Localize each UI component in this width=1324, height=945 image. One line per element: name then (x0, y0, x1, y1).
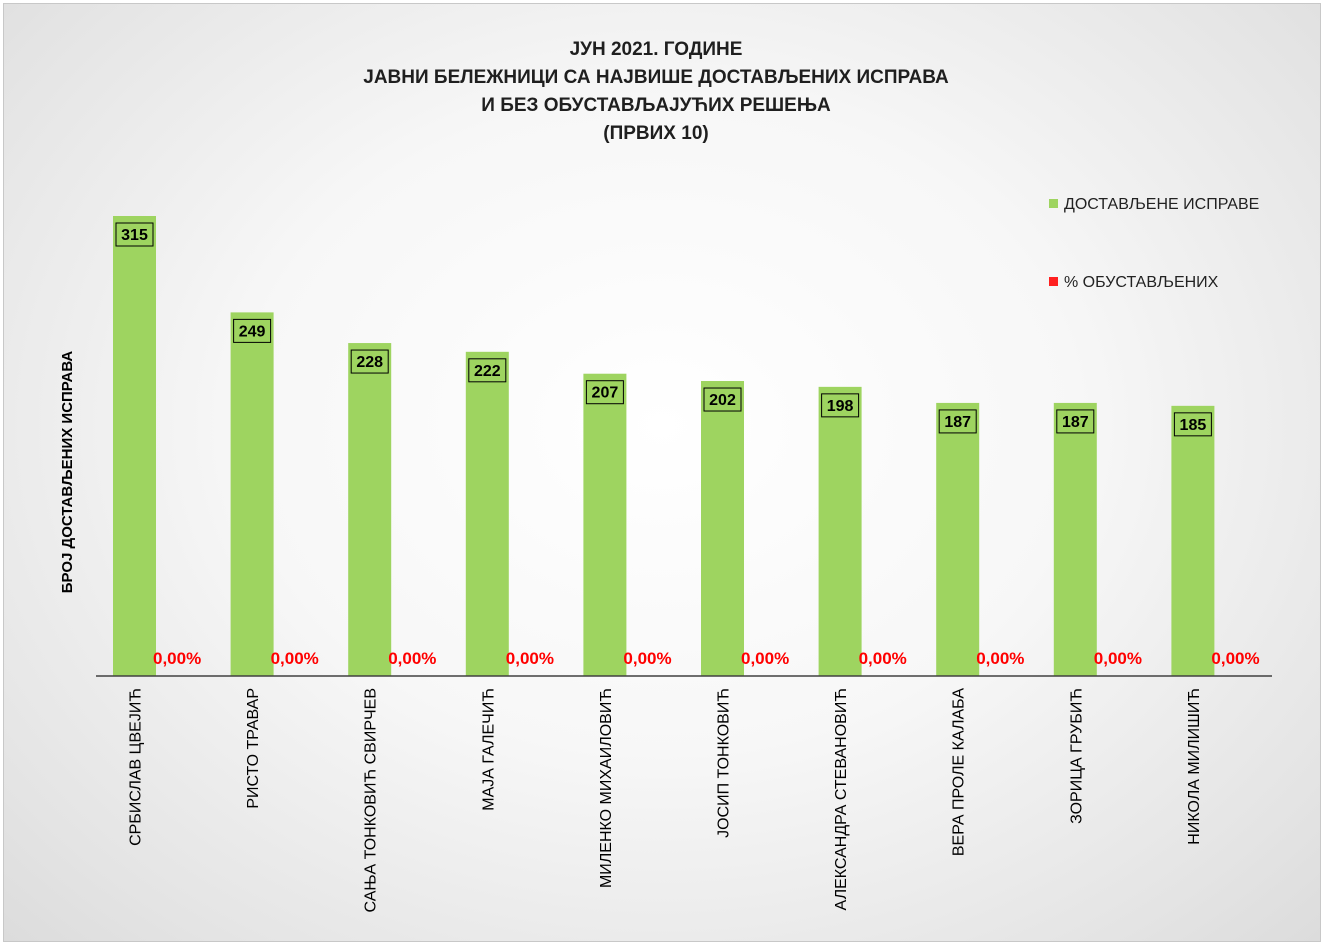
bars-group (113, 216, 1215, 676)
value-label-box (350, 349, 389, 374)
bar-documents (701, 381, 744, 676)
value-label-box (468, 358, 507, 383)
category-label: ВЕРА ПРОЛЕ КАЛАБА (951, 688, 968, 856)
percent-label: 0,00% (388, 649, 436, 668)
value-label-box (703, 387, 742, 412)
value-label: 187 (944, 414, 971, 431)
percent-label: 0,00% (741, 649, 789, 668)
value-label: 202 (709, 392, 736, 409)
percent-label: 0,00% (623, 649, 671, 668)
percent-label: 0,00% (271, 649, 319, 668)
value-label-box (585, 380, 624, 405)
value-label-box (938, 409, 977, 434)
chart-title-line-3: И БЕЗ ОБУСТАВЉАЈУЋИХ РЕШЕЊА (481, 95, 831, 116)
bar-documents (113, 216, 156, 676)
value-labels-group: 315 249 228 222 207 202 198 187 187 185 (115, 222, 1212, 437)
category-label: ЗОРИЦА ГРУБИЋ (1068, 688, 1085, 824)
bar-documents (1171, 405, 1215, 676)
category-label: РИСТО ТРАВАР (245, 688, 262, 809)
value-label: 187 (1062, 414, 1089, 431)
bar-documents (465, 351, 509, 676)
percent-labels-group: 0,00% 0,00% 0,00% 0,00% 0,00% 0,00% 0,00% 0,00%… (153, 649, 1260, 668)
value-label-box (233, 318, 272, 343)
percent-label: 0,00% (976, 649, 1024, 668)
legend-swatch-suspended (1049, 277, 1058, 286)
value-label: 222 (474, 363, 501, 380)
percent-label: 0,00% (1211, 649, 1259, 668)
value-label: 315 (121, 227, 148, 244)
legend-label-suspended: % ОБУСТАВЉЕНИХ (1064, 274, 1219, 291)
bar-documents (818, 386, 862, 676)
category-label: СРБИСЛАВ ЦВЕЈИЋ (128, 688, 145, 846)
category-label: АЛЕКСАНДРА СТЕВАНОВИЋ (833, 688, 850, 910)
bar-documents (230, 312, 274, 676)
percent-label: 0,00% (859, 649, 907, 668)
bar-documents (348, 343, 392, 676)
chart-title-line-2: ЈАВНИ БЕЛЕЖНИЦИ СА НАЈВИШЕ ДОСТАВЉЕНИХ И… (363, 67, 949, 88)
percent-label: 0,00% (153, 649, 201, 668)
category-label: МАЈА ГАЛЕЧИЋ (480, 688, 497, 811)
category-labels-group: СРБИСЛАВ ЦВЕЈИЋ РИСТО ТРАВАР САЊА ТОНКОВИЋ… (128, 688, 1203, 913)
category-label: ЈОСИП ТОНКОВИЋ (716, 688, 733, 838)
category-label: МИЛЕНКО МИХАИЛОВИЋ (598, 688, 615, 888)
value-label-box (1056, 409, 1095, 434)
value-label-box (821, 393, 860, 418)
legend-swatch-documents (1049, 199, 1058, 208)
bar-documents (1053, 402, 1097, 676)
chart-title: ЈУН 2021. ГОДИНЕ ЈАВНИ БЕЛЕЖНИЦИ СА НАЈВ… (363, 39, 949, 144)
legend: ДОСТАВЉЕНЕ ИСПРАВЕ % ОБУСТАВЉЕНИХ (1049, 196, 1259, 291)
chart-title-line-4: (ПРВИХ 10) (603, 123, 708, 144)
value-label: 198 (827, 398, 854, 415)
bar-documents (936, 402, 980, 676)
category-label: НИКОЛА МИЛИШИЋ (1186, 688, 1203, 845)
chart-title-line-1: ЈУН 2021. ГОДИНЕ (570, 39, 743, 60)
value-label: 207 (592, 385, 619, 402)
category-label: САЊА ТОНКОВИЋ СВИРЧЕВ (363, 688, 380, 912)
value-label: 228 (356, 354, 383, 371)
percent-label: 0,00% (1094, 649, 1142, 668)
chart-area (3, 3, 1321, 942)
value-label-box (1173, 412, 1212, 437)
value-label: 185 (1180, 417, 1207, 434)
legend-label-documents: ДОСТАВЉЕНЕ ИСПРАВЕ (1064, 196, 1259, 213)
value-label: 249 (239, 323, 266, 340)
percent-label: 0,00% (506, 649, 554, 668)
y-axis-title: БРОЈ ДОСТАВЉЕНИХ ИСПРАВА (59, 351, 76, 594)
value-label-box (115, 222, 154, 247)
bar-documents (583, 373, 627, 676)
